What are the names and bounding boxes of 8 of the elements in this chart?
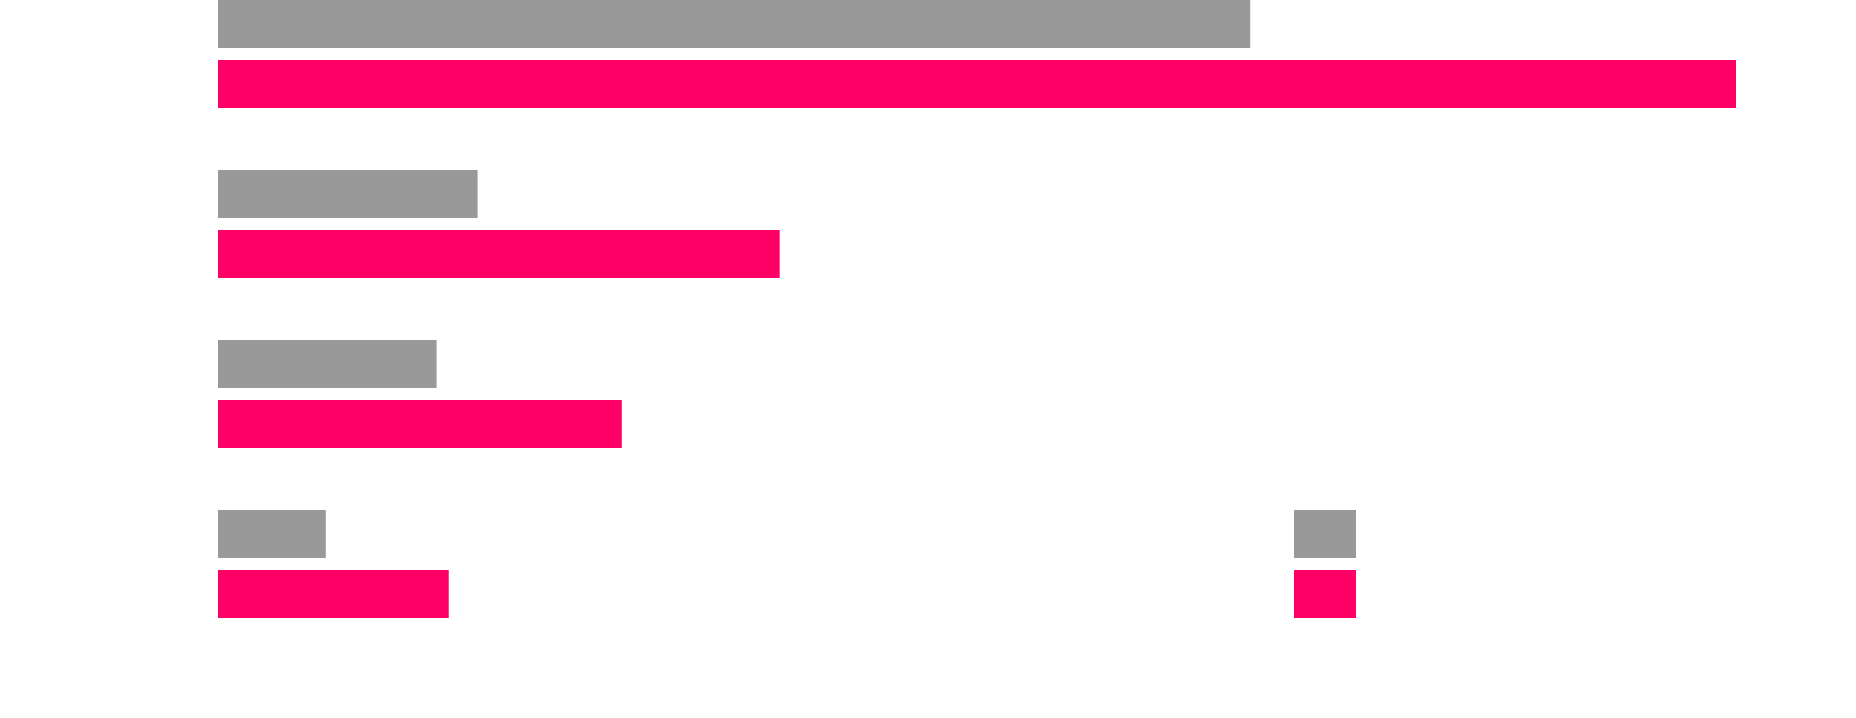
bar [218,170,478,218]
bar [218,570,449,618]
bar [218,340,437,388]
bar [218,0,1251,48]
bar [218,400,622,448]
bar [218,230,780,278]
bar [218,510,326,558]
bar [218,60,1736,108]
